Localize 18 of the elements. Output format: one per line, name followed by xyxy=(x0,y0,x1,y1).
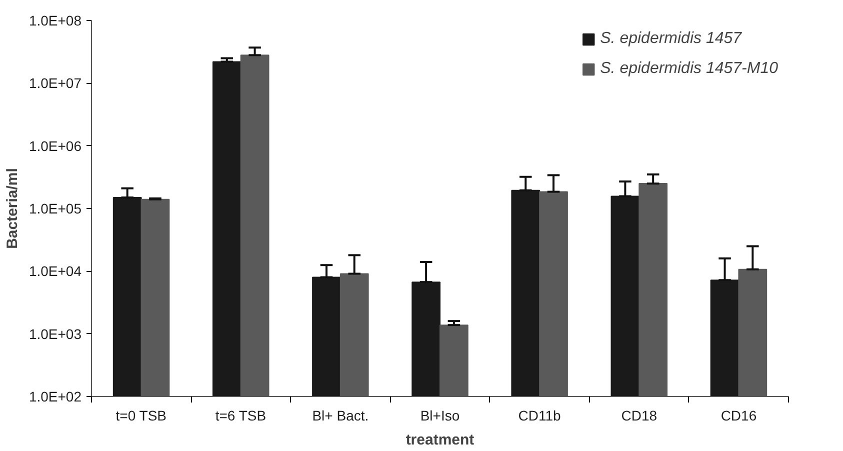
x-tick-label: CD11b xyxy=(518,408,562,424)
x-tick-label: CD18 xyxy=(621,408,658,424)
y-tick-label: 1.0E+06 xyxy=(28,138,82,154)
y-tick-label: 1.0E+07 xyxy=(28,75,82,92)
y-tick-label: 1.0E+05 xyxy=(28,200,82,216)
x-tick-label: t=6 TSB xyxy=(215,408,266,424)
x-tick-label: Bl+ Bact. xyxy=(312,408,369,424)
y-axis-title: Bacteria/ml xyxy=(4,168,21,249)
legend-label: S. epidermidis 1457-M10 xyxy=(600,60,778,78)
y-tick-label: 1.0E+04 xyxy=(28,263,82,280)
x-tick-label: CD16 xyxy=(720,408,757,424)
y-tick-label: 1.0E+02 xyxy=(28,388,82,404)
y-tick-label: 1.0E+08 xyxy=(28,12,82,28)
x-tick-label: Bl+Iso xyxy=(420,408,460,424)
x-axis-title: treatment xyxy=(406,432,474,448)
y-tick-label: 1.0E+03 xyxy=(28,326,82,342)
x-tick-label: t=0 TSB xyxy=(116,408,167,424)
legend-label: S. epidermidis 1457 xyxy=(600,30,742,48)
